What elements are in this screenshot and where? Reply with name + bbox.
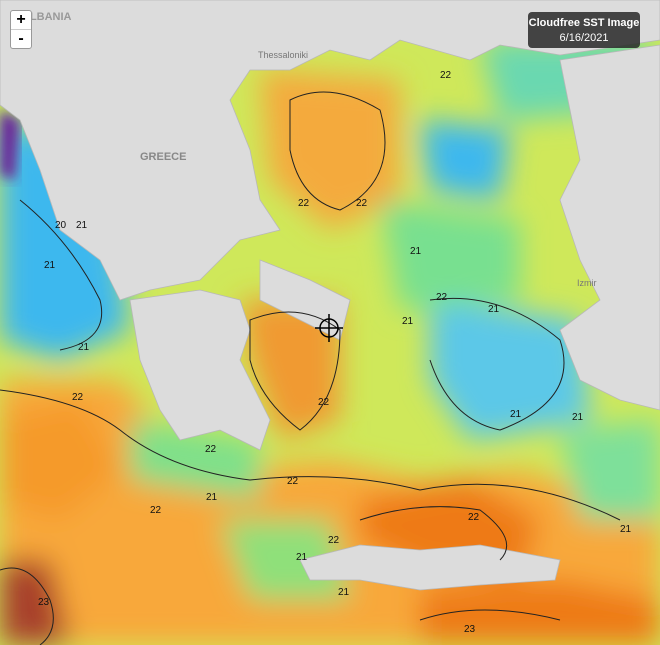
contour-label: 21 bbox=[572, 412, 584, 423]
crosshair bbox=[315, 314, 343, 342]
place-label: Izmir bbox=[577, 278, 597, 288]
contour-label: 23 bbox=[464, 624, 476, 635]
place-label: ALBANIA bbox=[22, 11, 72, 23]
place-label: GREECE bbox=[140, 151, 186, 163]
contour-label: 21 bbox=[44, 260, 56, 271]
contour-label: 23 bbox=[38, 597, 50, 608]
land bbox=[0, 0, 660, 591]
contour-label: 21 bbox=[296, 552, 308, 563]
contour-label: 21 bbox=[338, 587, 350, 598]
contour-label: 21 bbox=[488, 304, 500, 315]
contours bbox=[0, 91, 621, 645]
contour-label: 22 bbox=[318, 397, 330, 408]
contour-label: 22 bbox=[150, 505, 162, 516]
info-title: Cloudfree SST Image bbox=[528, 17, 640, 29]
contour-label: 22 bbox=[356, 198, 368, 209]
contour-label: 21 bbox=[78, 342, 90, 353]
contour-label: 22 bbox=[468, 512, 480, 523]
contour-label: 22 bbox=[440, 70, 452, 81]
contour-label: 22 bbox=[436, 292, 448, 303]
contour-label: 22 bbox=[298, 198, 310, 209]
cold-patch bbox=[0, 110, 20, 180]
contour-label: 21 bbox=[620, 524, 632, 535]
contour-label: 21 bbox=[206, 492, 218, 503]
contour-label: 21 bbox=[510, 409, 522, 420]
contour-label: 21 bbox=[76, 220, 88, 231]
place-label: Thessaloniki bbox=[258, 50, 308, 60]
contour-label: 22 bbox=[287, 476, 299, 487]
contour-label: 22 bbox=[328, 535, 340, 546]
contour-label: 22 bbox=[72, 392, 84, 403]
contour-label: 21 bbox=[402, 316, 414, 327]
zoom-control: + - bbox=[10, 10, 32, 49]
contour-label: 21 bbox=[410, 246, 422, 257]
zoom-out[interactable]: - bbox=[11, 29, 31, 48]
zoom-in[interactable]: + bbox=[16, 11, 26, 28]
info-box: Cloudfree SST Image 6/16/2021 bbox=[528, 12, 640, 48]
info-date: 6/16/2021 bbox=[559, 32, 609, 44]
contour-label: 20 bbox=[55, 220, 67, 231]
contour-label: 22 bbox=[205, 444, 217, 455]
